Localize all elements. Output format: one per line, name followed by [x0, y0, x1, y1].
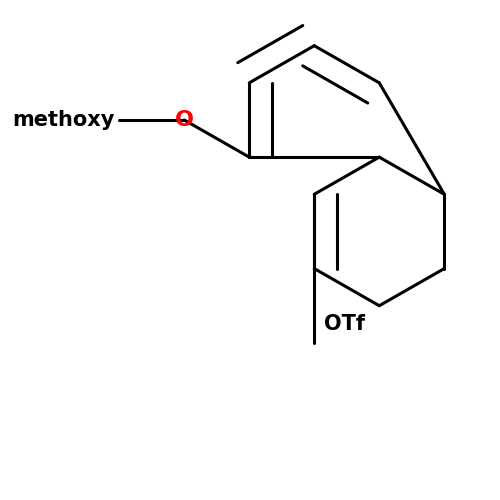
Text: methoxy: methoxy — [12, 110, 115, 130]
Text: OTf: OTf — [324, 314, 364, 334]
Text: O: O — [175, 110, 194, 130]
